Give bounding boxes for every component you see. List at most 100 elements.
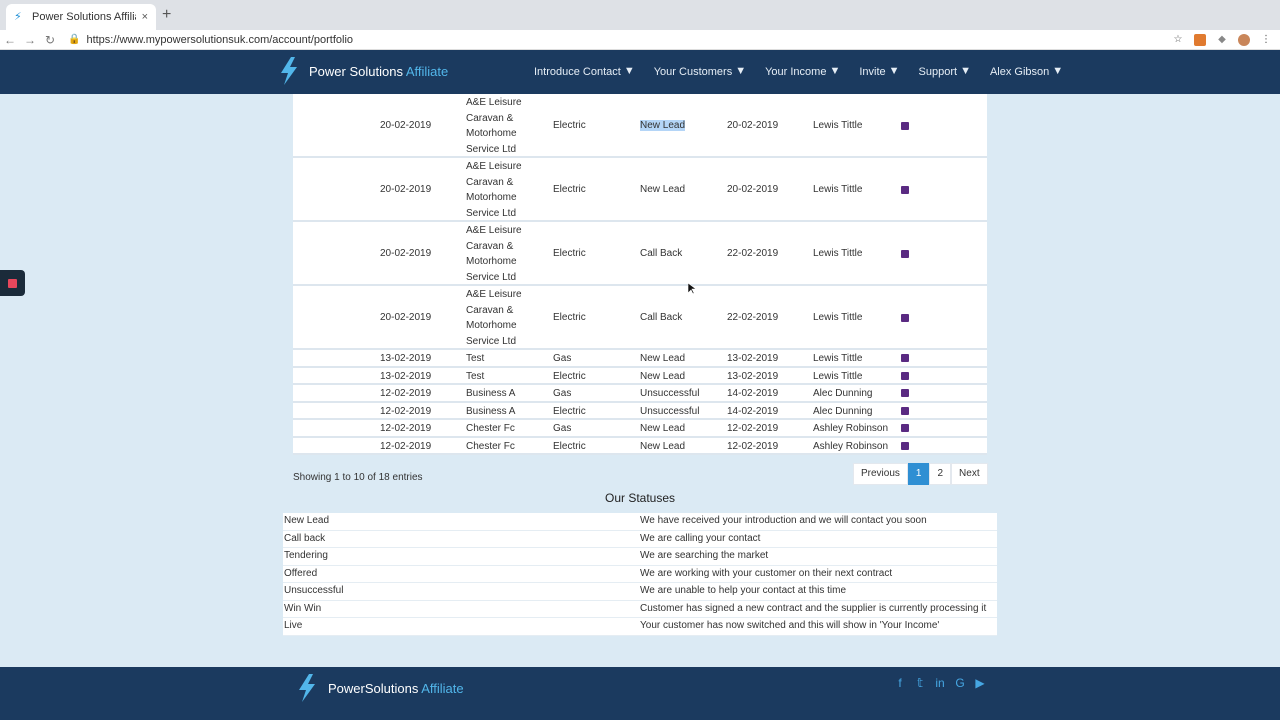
- row-type: Electric: [553, 370, 586, 382]
- extension-icons: ☆ ◆ ⋮: [1172, 33, 1272, 46]
- youtube-icon[interactable]: ▶: [975, 676, 985, 690]
- status-name: Live: [284, 620, 303, 631]
- row-status: New Lead: [640, 370, 686, 382]
- row-status-date: 13-02-2019: [727, 353, 779, 364]
- row-agent: Lewis Tittle: [813, 312, 863, 323]
- nav-introduce-contact[interactable]: Introduce Contact ▼: [534, 65, 635, 78]
- status-description: Your customer has now switched and this …: [640, 620, 940, 631]
- nav-user-menu[interactable]: Alex Gibson ▼: [990, 65, 1063, 78]
- note-icon[interactable]: [901, 250, 909, 258]
- note-icon[interactable]: [901, 122, 909, 130]
- row-agent: Alec Dunning: [813, 405, 873, 417]
- status-row: Call back We are calling your contact: [283, 531, 997, 548]
- status-row: Win Win Customer has signed a new contrac…: [283, 601, 997, 618]
- top-navigation: Introduce Contact ▼ Your Customers ▼ Your …: [534, 65, 1063, 78]
- status-description: We have received your introduction and w…: [640, 515, 927, 526]
- new-tab-button[interactable]: +: [162, 6, 172, 23]
- facebook-icon[interactable]: f: [898, 676, 902, 690]
- row-agent: Lewis Tittle: [813, 353, 863, 364]
- pagination-previous[interactable]: Previous: [853, 463, 908, 485]
- bolt-logo-icon[interactable]: [297, 674, 317, 702]
- note-icon[interactable]: [901, 424, 909, 432]
- row-date: 20-02-2019: [380, 312, 432, 323]
- row-agent: Lewis Tittle: [813, 370, 863, 382]
- row-agent: Alec Dunning: [813, 388, 873, 399]
- stop-record-icon: [8, 279, 17, 288]
- row-status: Unsuccessful: [640, 388, 700, 399]
- row-status: New Lead: [640, 440, 686, 452]
- pagination-next[interactable]: Next: [951, 463, 988, 485]
- bolt-logo-icon[interactable]: [279, 57, 299, 85]
- row-type: Electric: [553, 312, 586, 323]
- note-icon[interactable]: [901, 406, 909, 415]
- row-date: 12-02-2019: [380, 405, 432, 417]
- note-icon[interactable]: [901, 186, 909, 194]
- caret-down-icon: ▼: [960, 65, 971, 77]
- tab-title: Power Solutions Affiliate - My: [32, 11, 136, 23]
- status-row: New Lead We have received your introducti…: [283, 513, 997, 531]
- pagination-page-1[interactable]: 1: [907, 463, 930, 485]
- status-row: Tendering We are searching the market: [283, 548, 997, 566]
- brand-logo[interactable]: Power Solutions Affiliate: [309, 64, 448, 79]
- table-row: 20-02-2019 A&E Leisure Caravan & Motorhom…: [293, 286, 987, 350]
- status-description: We are searching the market: [640, 550, 769, 561]
- status-description: We are unable to help your contact at th…: [640, 585, 847, 596]
- reload-icon[interactable]: ↻: [44, 32, 56, 47]
- nav-your-income[interactable]: Your Income ▼: [765, 65, 841, 78]
- twitter-icon[interactable]: 𝕥: [917, 676, 923, 690]
- forward-icon[interactable]: →: [24, 32, 36, 47]
- lock-icon: 🔒: [68, 34, 81, 45]
- extension-icon[interactable]: [1194, 33, 1206, 46]
- nav-your-customers[interactable]: Your Customers ▼: [654, 65, 747, 78]
- table-row: 20-02-2019 A&E Leisure Caravan & Motorhom…: [293, 158, 987, 222]
- note-icon[interactable]: [901, 371, 909, 380]
- row-type: Electric: [553, 184, 586, 195]
- tab-close-icon[interactable]: ×: [141, 11, 148, 23]
- google-plus-icon[interactable]: G: [955, 676, 965, 690]
- tab-favicon-icon: ⚡: [14, 11, 22, 23]
- profile-avatar[interactable]: [1238, 33, 1250, 46]
- browser-tab-bar: ⚡ Power Solutions Affiliate - My × +: [0, 0, 1280, 30]
- row-customer: A&E Leisure Caravan & Motorhome Service …: [466, 161, 522, 219]
- note-icon[interactable]: [901, 389, 909, 397]
- row-status: New Lead: [640, 423, 686, 434]
- footer-brand-accent: Affiliate: [421, 681, 464, 696]
- nav-support[interactable]: Support ▼: [919, 65, 971, 78]
- note-icon[interactable]: [901, 314, 909, 322]
- star-icon[interactable]: ☆: [1173, 33, 1183, 45]
- linkedin-icon[interactable]: in: [935, 676, 945, 690]
- table-row: 13-02-2019 Test Gas New Lead 13-02-2019 Lewis…: [293, 350, 987, 368]
- table-info: Showing 1 to 10 of 18 entries: [293, 472, 423, 483]
- row-date: 13-02-2019: [380, 370, 432, 382]
- browser-tab[interactable]: ⚡ Power Solutions Affiliate - My ×: [6, 4, 156, 30]
- pagination-page-2[interactable]: 2: [929, 463, 952, 485]
- status-row: Offered We are working with your customer…: [283, 566, 997, 583]
- row-agent: Ashley Robinson: [813, 423, 889, 434]
- nav-invite[interactable]: Invite ▼: [859, 65, 899, 78]
- caret-down-icon: ▼: [829, 65, 841, 77]
- row-customer: Test: [466, 353, 485, 364]
- note-icon[interactable]: [901, 354, 909, 362]
- mouse-cursor-icon: [688, 283, 696, 295]
- footer-brand[interactable]: PowerSolutions Affiliate: [328, 681, 464, 696]
- row-status-date: 20-02-2019: [727, 184, 779, 195]
- caret-down-icon: ▼: [735, 65, 747, 77]
- address-bar[interactable]: https://www.mypowersolutionsuk.com/accou…: [86, 33, 354, 46]
- row-status: Call Back: [640, 312, 683, 323]
- back-icon[interactable]: ←: [4, 32, 16, 47]
- caret-down-icon: ▼: [623, 65, 635, 77]
- row-status-date: 12-02-2019: [727, 423, 779, 434]
- row-date: 20-02-2019: [380, 184, 432, 195]
- status-name: Tendering: [284, 550, 328, 561]
- row-date: 12-02-2019: [380, 440, 432, 452]
- note-icon[interactable]: [901, 441, 909, 450]
- table-row: 12-02-2019 Chester Fc Gas New Lead 12-02-201…: [293, 420, 987, 438]
- extension-icon[interactable]: ◆: [1218, 33, 1226, 45]
- status-name: Win Win: [284, 602, 322, 614]
- row-customer: A&E Leisure Caravan & Motorhome Service …: [466, 97, 522, 155]
- row-status: New Lead: [640, 353, 686, 364]
- status-name: Unsuccessful: [284, 585, 344, 596]
- status-description: We are working with your customer on the…: [640, 567, 893, 579]
- menu-icon[interactable]: ⋮: [1261, 33, 1271, 45]
- record-button[interactable]: [0, 270, 25, 296]
